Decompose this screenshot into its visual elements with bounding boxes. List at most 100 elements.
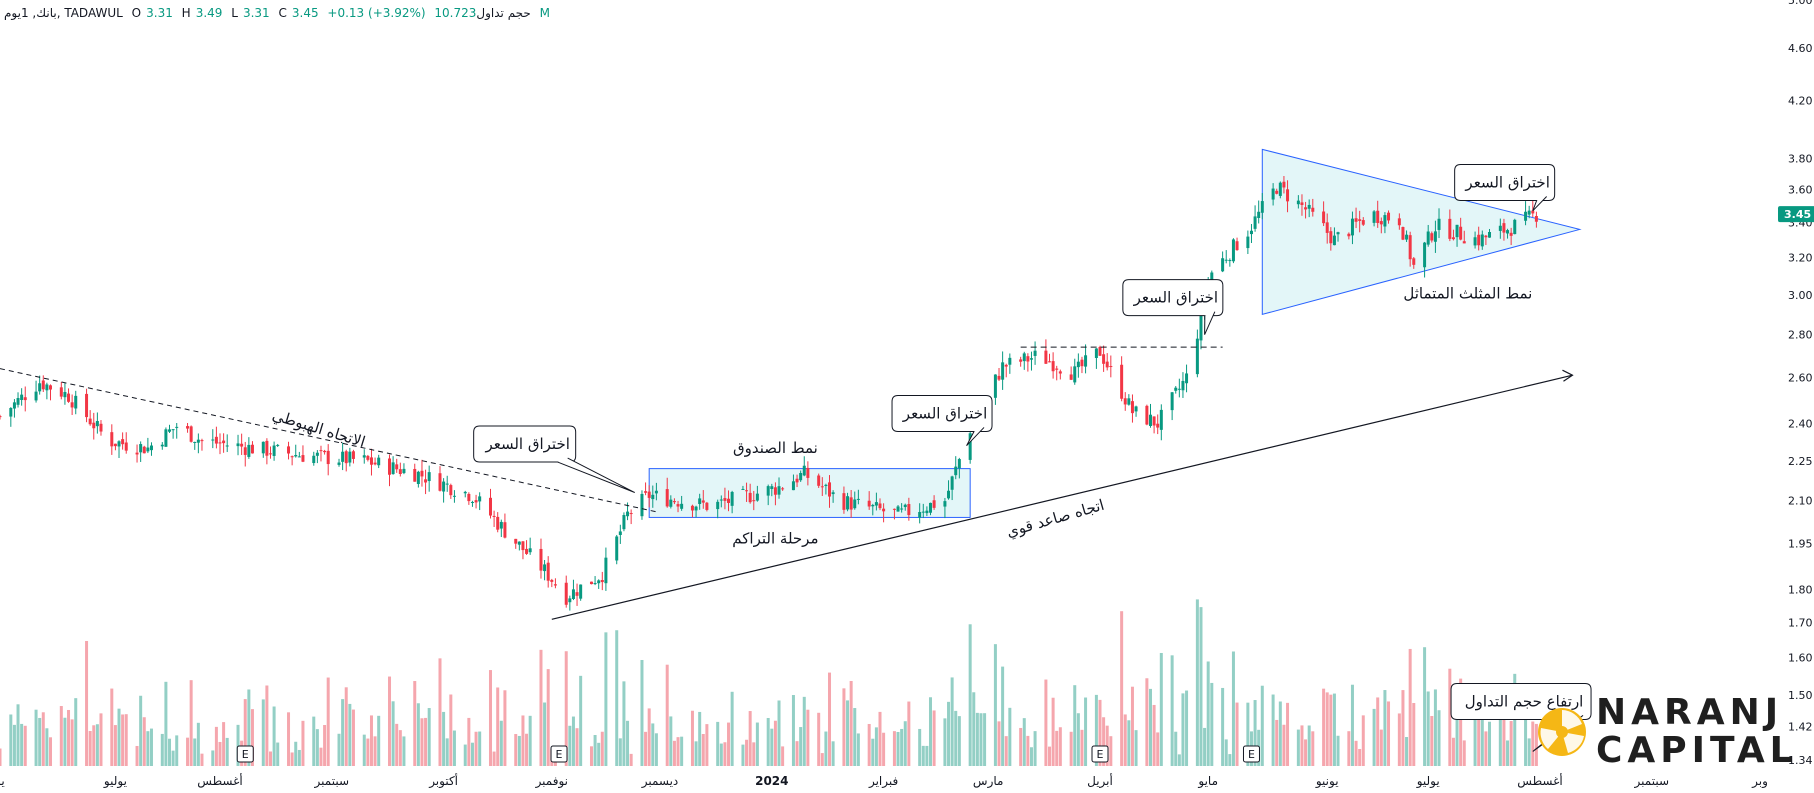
volume-bar	[1127, 720, 1131, 766]
candle-body	[196, 439, 200, 443]
volume-bar	[1210, 682, 1214, 766]
volume-bar	[351, 709, 355, 766]
candle-body	[1484, 235, 1488, 238]
candle-body	[1304, 207, 1308, 210]
volume-bar	[1387, 701, 1391, 766]
candle-body	[319, 450, 323, 452]
candle-body	[193, 441, 197, 443]
volume-bar	[669, 716, 673, 766]
candle-body	[1275, 190, 1279, 194]
candle-body	[882, 508, 886, 512]
candle-body	[20, 394, 24, 400]
logo-line1: NARANJ	[1596, 692, 1784, 733]
volume-bar	[402, 736, 406, 766]
candle-body	[701, 500, 705, 503]
candle-body	[9, 408, 13, 417]
callout-breakout2: اختراق السعر	[891, 394, 993, 447]
earnings-marker-icon	[236, 745, 254, 763]
volume-bar	[1278, 701, 1282, 766]
candle-body	[186, 426, 190, 429]
earnings-marker-icon	[1091, 745, 1109, 763]
volume-bar	[568, 725, 572, 766]
time-tick-label: مارس	[973, 774, 1004, 789]
volume-bar	[972, 692, 976, 766]
volume-bar	[878, 711, 882, 766]
candle-body	[1405, 234, 1409, 240]
volume-bar	[600, 731, 604, 766]
volume-bar	[921, 745, 925, 766]
volume-bar	[1224, 739, 1228, 766]
candle-body	[164, 429, 168, 447]
volume-bar	[287, 712, 291, 766]
candle-body	[121, 439, 125, 445]
candle-body	[1524, 211, 1528, 221]
candle-body	[546, 562, 550, 581]
candle-body	[589, 581, 593, 585]
volume-bar	[647, 708, 651, 766]
volume-bar	[698, 711, 702, 766]
volume-bar	[16, 704, 20, 766]
volume-bar	[0, 748, 2, 766]
candle-body	[1152, 416, 1156, 426]
candle-body	[351, 451, 355, 459]
change-value: +0.13 (+3.92%)	[327, 6, 426, 20]
candle-body	[1426, 231, 1430, 245]
volume-bar	[781, 746, 785, 766]
time-tick-label: أكتوبر	[428, 773, 458, 789]
candle-body	[1473, 237, 1477, 246]
candle-body	[579, 584, 583, 599]
candle-body	[1008, 357, 1012, 365]
volume-bar	[268, 751, 272, 766]
volume-bar	[514, 734, 518, 766]
callout-pointer	[1532, 196, 1548, 212]
volume-bar	[1484, 731, 1488, 766]
volume-bar	[1372, 708, 1376, 766]
callout-box	[1122, 279, 1224, 317]
candle-body	[820, 486, 824, 488]
volume-bar	[1102, 717, 1106, 766]
volume-bar	[247, 689, 251, 766]
volume-bar	[1480, 683, 1484, 766]
symbol-name[interactable]: بانك, 1يوم, TADAWUL	[4, 6, 123, 20]
volume-bar	[373, 736, 377, 766]
candle-body	[849, 497, 853, 510]
volume-bar	[110, 688, 114, 766]
volume-bar	[1282, 724, 1286, 766]
candle-body	[521, 541, 525, 551]
candle-body	[943, 501, 947, 507]
candle-body	[1372, 211, 1376, 223]
annotation-downtrend: الاتجاه الهبوطي	[270, 406, 368, 452]
candle-body	[70, 402, 74, 408]
time-tick-label: سبتمبر	[1634, 774, 1669, 789]
candle-body	[730, 491, 734, 506]
candle-body	[222, 440, 226, 444]
candle-body	[63, 391, 67, 398]
pattern-layer	[648, 148, 1582, 518]
price-tick-label: 1.60	[1788, 652, 1813, 665]
candle-body	[1412, 258, 1416, 265]
candle-body	[846, 496, 850, 510]
volume-bar	[290, 752, 294, 766]
candle-body	[1130, 401, 1134, 414]
candle-body	[993, 374, 997, 398]
time-tick-label: فبراير	[868, 774, 898, 789]
candle-body	[1531, 210, 1535, 214]
volume-bar	[366, 738, 370, 766]
volume-bar	[640, 659, 644, 766]
candle-body	[499, 521, 503, 529]
volume-bar	[846, 700, 850, 766]
price-tick-label: 1.34	[1788, 754, 1813, 767]
candle-body	[45, 384, 49, 391]
volume-bar	[38, 717, 42, 766]
candle-body	[1311, 207, 1315, 212]
candle-body	[925, 510, 929, 514]
candle-body	[250, 444, 254, 454]
volume-bar	[1260, 685, 1264, 766]
time-tick-label: وبر	[1751, 774, 1768, 789]
volume-bar	[604, 632, 608, 766]
candle-body	[1109, 366, 1113, 368]
earnings-marker-icon	[550, 745, 568, 763]
volume-bar	[1488, 721, 1492, 766]
candle-body	[1246, 236, 1250, 249]
